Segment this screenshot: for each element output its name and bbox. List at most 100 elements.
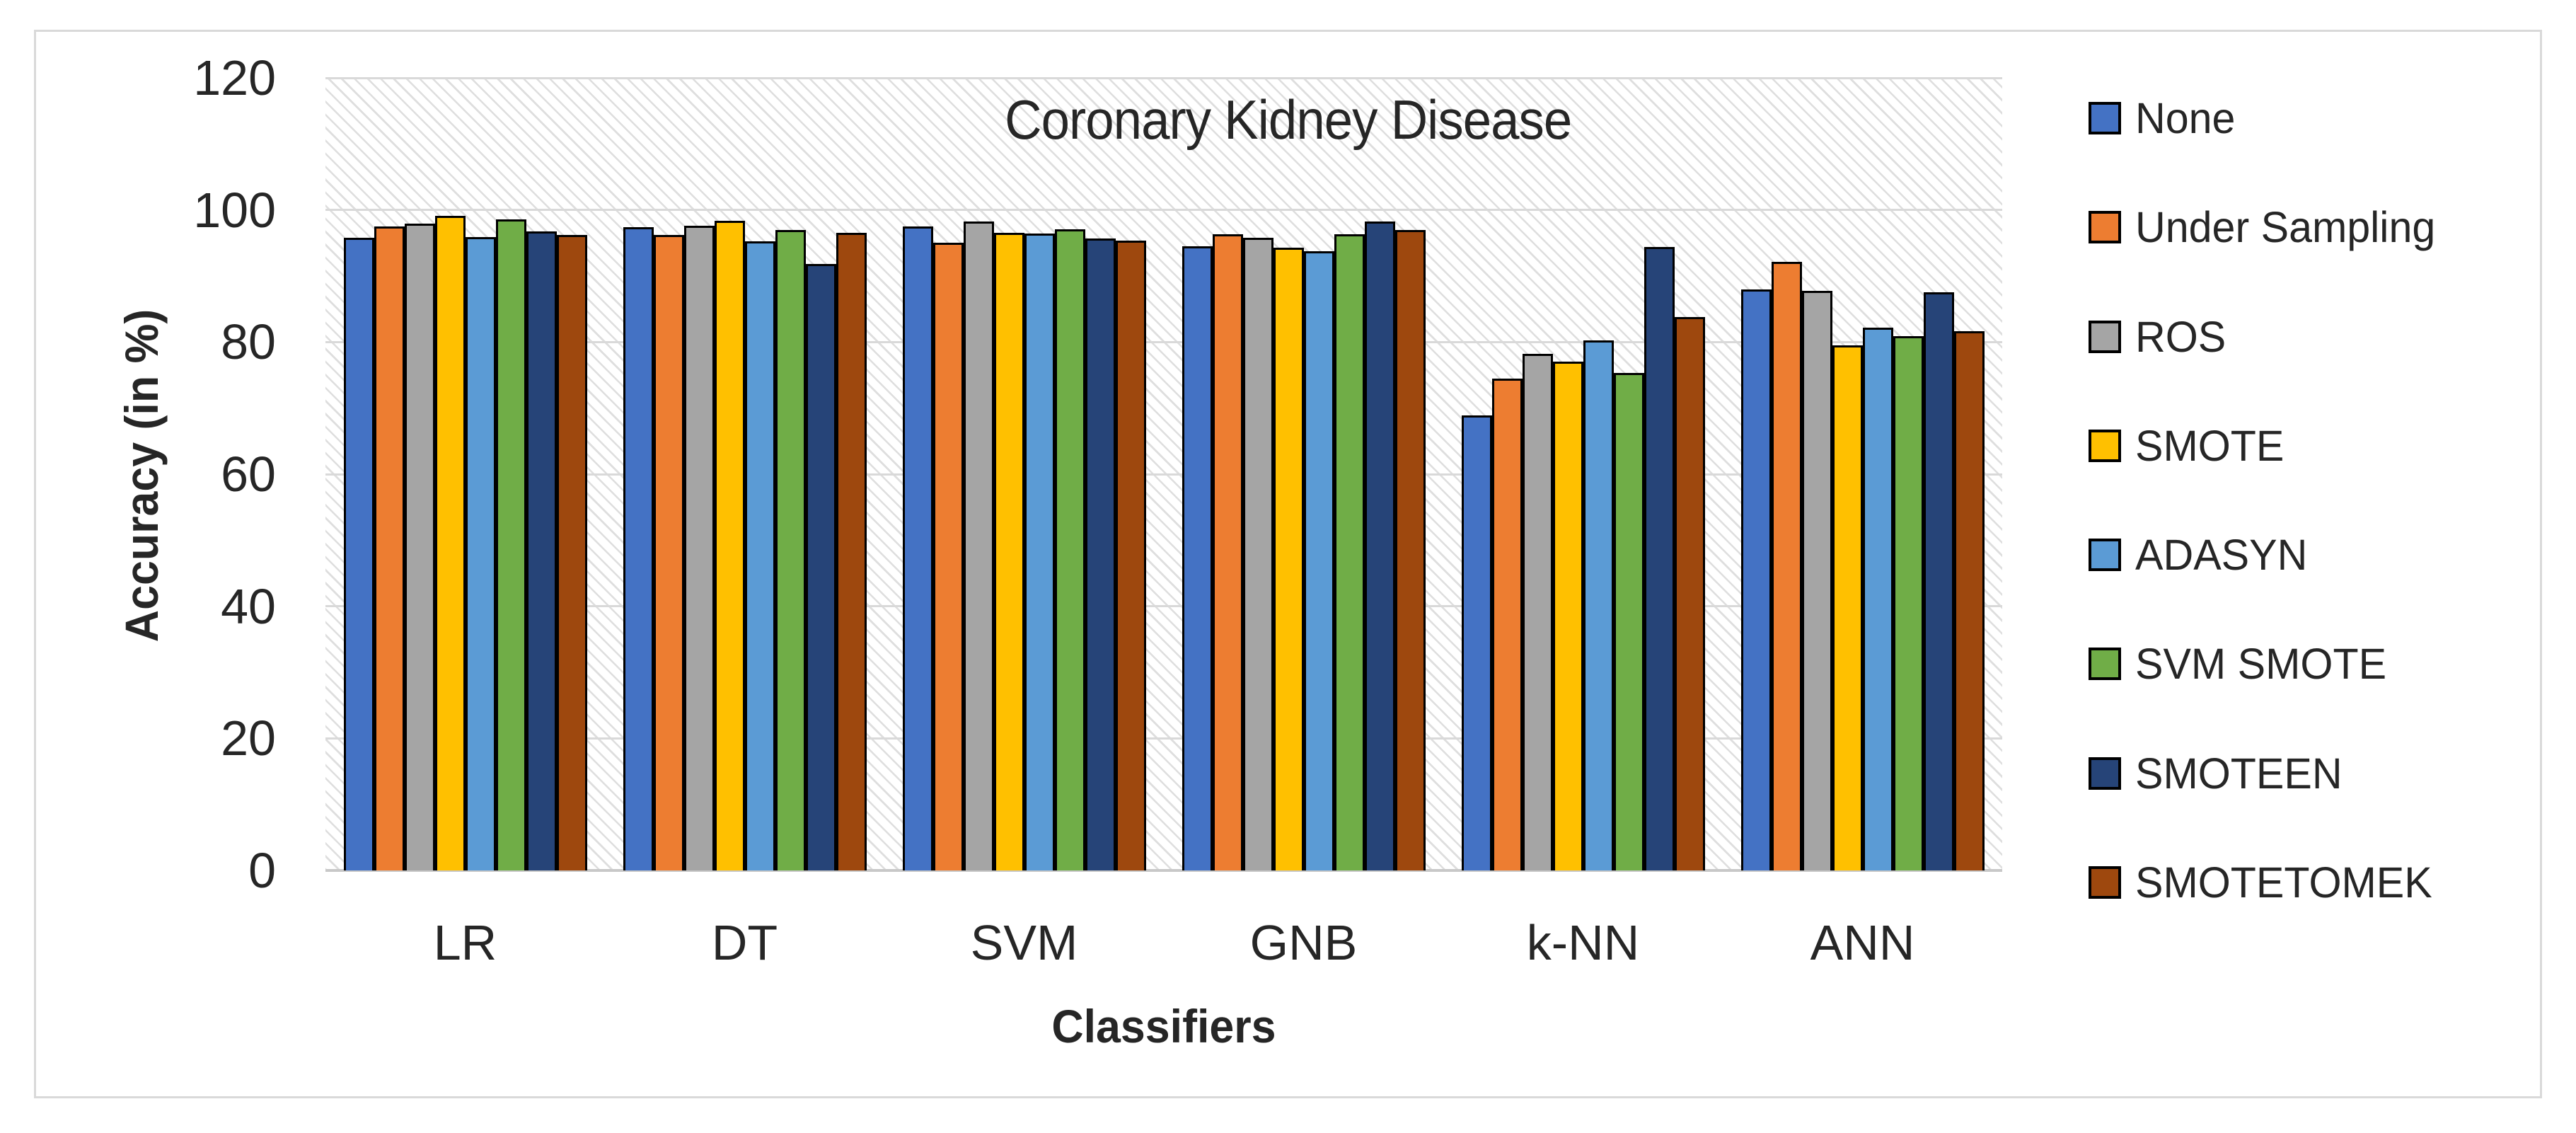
x-axis-tick-labels: LR DT SVM GNB k-NN ANN [325, 914, 2002, 971]
legend-label: SMOTEEN [2135, 749, 2343, 798]
legend-item-under-sampling: Under Sampling [2089, 202, 2555, 252]
legend-label: SMOTETOMEK [2135, 858, 2432, 907]
bar-ros-gnb [1242, 238, 1273, 870]
bar-under-sampling-ann [1771, 262, 1802, 870]
bar-ros-dt [683, 226, 715, 870]
y-tick-label-40: 40 [221, 578, 276, 634]
gridline-40 [325, 605, 2002, 608]
bar-smotetomek-lr [556, 235, 587, 870]
legend-label: SMOTE [2135, 421, 2285, 470]
legend-swatch-icon [2089, 211, 2121, 244]
gridline-0 [325, 869, 2002, 872]
y-tick-label-60: 60 [221, 447, 276, 502]
bar-none-lr [343, 238, 374, 870]
bar-smoteen-svm [1085, 238, 1116, 870]
gridline-20 [325, 737, 2002, 740]
gridline-100 [325, 209, 2002, 212]
bar-under-sampling-k-nn [1491, 379, 1523, 870]
x-axis-title-text: Classifiers [1051, 1000, 1276, 1052]
bar-smote-svm [993, 233, 1024, 870]
legend-label: Under Sampling [2135, 203, 2436, 252]
bar-adasyn-gnb [1303, 251, 1334, 870]
bar-svm-smote-k-nn [1613, 373, 1644, 870]
bar-group-k-nn [1461, 78, 1705, 870]
legend-item-ros: ROS [2089, 312, 2555, 362]
x-tick-label-k-nn: k-NN [1526, 915, 1640, 970]
bar-smotetomek-ann [1953, 331, 1985, 870]
bar-smote-gnb [1273, 248, 1304, 870]
x-tick-label-svm: SVM [970, 915, 1078, 970]
bar-group-lr [343, 78, 587, 870]
bar-adasyn-svm [1024, 234, 1055, 870]
bar-group-svm [902, 78, 1146, 870]
legend-swatch-icon [2089, 539, 2121, 572]
bar-smote-lr [434, 216, 466, 870]
legend-swatch-icon [2089, 429, 2121, 462]
bar-ros-svm [963, 222, 994, 870]
legend-item-smote: SMOTE [2089, 421, 2555, 471]
gridline-120 [325, 76, 2002, 79]
plot-area [325, 76, 2002, 872]
bar-svm-smote-svm [1054, 229, 1085, 870]
legend-swatch-icon [2089, 865, 2121, 899]
bar-ros-k-nn [1522, 354, 1553, 870]
legend-label: SVM SMOTE [2135, 640, 2387, 689]
y-axis-title-text: Accuracy (in %) [115, 309, 168, 643]
legend-item-svm-smote: SVM SMOTE [2089, 639, 2555, 689]
bar-smoteen-k-nn [1644, 247, 1675, 870]
bar-smotetomek-k-nn [1674, 317, 1705, 870]
bar-group-ann [1740, 78, 1985, 870]
bar-smotetomek-dt [836, 233, 867, 870]
legend-label: ADASYN [2135, 531, 2308, 580]
legend-swatch-icon [2089, 757, 2121, 790]
bar-none-k-nn [1461, 415, 1492, 870]
bar-smotetomek-svm [1115, 241, 1146, 870]
legend-item-adasyn: ADASYN [2089, 530, 2555, 580]
y-tick-label-100: 100 [193, 182, 276, 238]
bar-smoteen-dt [805, 264, 836, 870]
bar-svm-smote-ann [1893, 336, 1924, 870]
bar-adasyn-dt [744, 241, 775, 870]
legend-swatch-icon [2089, 320, 2121, 353]
bar-group-dt [623, 78, 867, 870]
y-tick-label-120: 120 [193, 50, 276, 105]
bar-smote-k-nn [1552, 362, 1583, 870]
bar-svm-smote-dt [775, 230, 806, 870]
gridline-80 [325, 340, 2002, 343]
bar-under-sampling-dt [653, 235, 684, 870]
bar-adasyn-k-nn [1583, 340, 1614, 870]
y-tick-label-80: 80 [221, 314, 276, 370]
bar-smote-dt [714, 221, 745, 870]
legend: None Under Sampling ROS SMOTE ADASYN SVM SMOT… [2089, 93, 2555, 907]
bar-smotetomek-gnb [1394, 230, 1426, 870]
bar-none-ann [1740, 289, 1772, 870]
y-tick-label-0: 0 [248, 843, 276, 898]
bar-smote-ann [1832, 345, 1863, 870]
bar-svm-smote-lr [495, 219, 526, 870]
legend-label: None [2135, 94, 2236, 142]
bar-group-gnb [1182, 78, 1426, 870]
x-tick-label-gnb: GNB [1249, 915, 1358, 970]
legend-label: ROS [2135, 312, 2226, 361]
y-tick-label-20: 20 [221, 711, 276, 766]
bar-under-sampling-lr [374, 226, 405, 870]
legend-swatch-icon [2089, 102, 2121, 134]
x-tick-label-lr: LR [433, 915, 497, 970]
bar-smoteen-gnb [1364, 222, 1395, 870]
bar-under-sampling-gnb [1212, 234, 1243, 870]
bar-none-gnb [1182, 246, 1213, 870]
bar-smoteen-lr [526, 231, 557, 870]
bar-ros-lr [404, 224, 435, 870]
bar-svm-smote-gnb [1334, 234, 1365, 870]
legend-item-none: None [2089, 93, 2555, 143]
bar-none-dt [623, 227, 654, 870]
bar-under-sampling-svm [932, 243, 964, 870]
bar-adasyn-ann [1862, 328, 1893, 870]
x-tick-label-dt: DT [711, 915, 778, 970]
x-axis-title: Classifiers [325, 999, 2002, 1053]
bar-adasyn-lr [465, 237, 496, 870]
bar-smoteen-ann [1923, 292, 1954, 870]
legend-item-smotetomek: SMOTETOMEK [2089, 858, 2555, 907]
legend-swatch-icon [2089, 648, 2121, 681]
